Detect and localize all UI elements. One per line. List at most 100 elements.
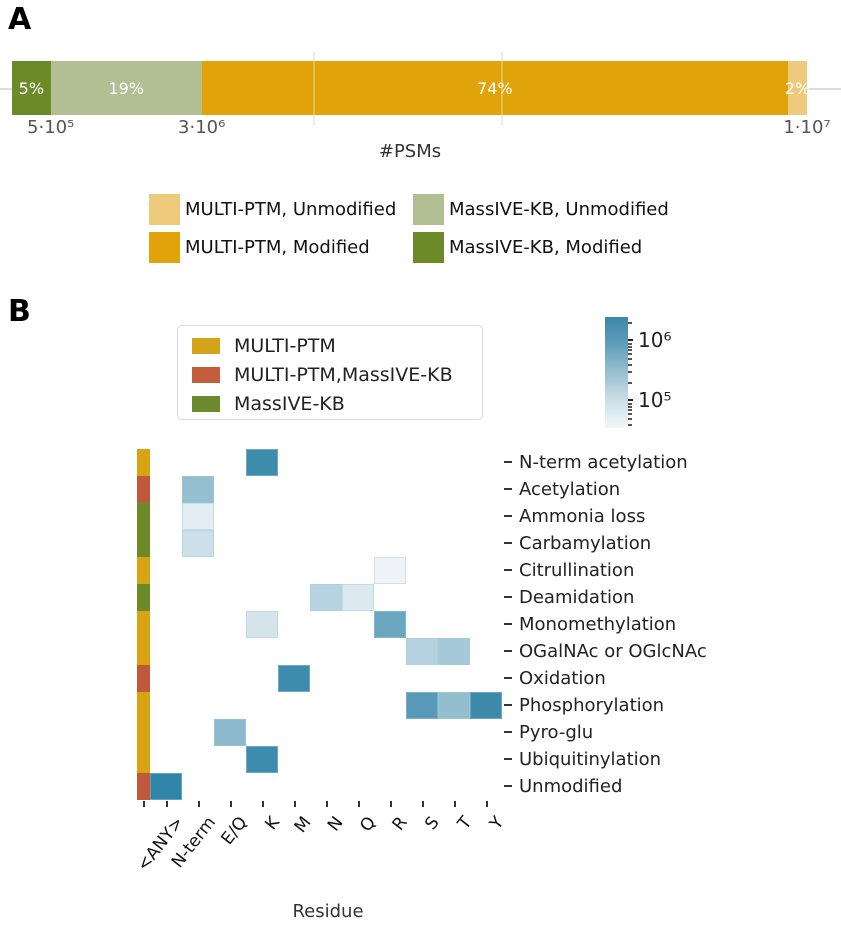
heatmap-cell <box>182 530 214 557</box>
dataset-strip-cell <box>137 449 150 476</box>
heatmap-cell <box>182 476 214 503</box>
column-tick-7 <box>390 801 392 807</box>
legend-b-label-1: MULTI-PTM,MassIVE-KB <box>234 364 453 386</box>
dataset-strip-cell <box>137 638 150 665</box>
column-tick-2 <box>230 801 232 807</box>
legend-a-swatch-2 <box>413 194 444 225</box>
dataset-strip-cell <box>137 611 150 638</box>
legend-b-row-1: MULTI-PTM,MassIVE-KB <box>192 365 468 385</box>
row-label: N-term acetylation <box>519 451 688 473</box>
colorbar-minor-tick-7 <box>628 371 632 373</box>
row-label: Carbamylation <box>519 532 652 554</box>
dataset-strip-cell <box>137 530 150 557</box>
legend-b-label-2: MassIVE-KB <box>234 393 345 415</box>
row-label: Deamidation <box>519 586 635 608</box>
bar-segment-pct-3: 2% <box>784 78 811 98</box>
dataset-strip-cell <box>137 773 150 800</box>
heatmap-cell <box>438 692 470 719</box>
dataset-strip-cell <box>137 557 150 584</box>
column-tick-10 <box>486 801 488 807</box>
bar-segment-1: 19% <box>50 61 202 115</box>
row-tick-dash <box>504 541 512 544</box>
column-tick-5 <box>326 801 328 807</box>
column-label-6: Q <box>355 813 380 836</box>
heatmap-cell <box>214 719 246 746</box>
row-tick-dash <box>504 757 512 760</box>
legend-a-label-3: MassIVE-KB, Modified <box>449 237 643 258</box>
row-tick-dash <box>504 649 512 652</box>
legend-a-swatch-1 <box>149 232 180 263</box>
dataset-strip-cell <box>137 476 150 503</box>
column-label-10: Y <box>485 813 508 834</box>
column-label-4: M <box>290 813 316 837</box>
legend-a-label-1: MULTI-PTM, Modified <box>185 237 370 258</box>
heatmap-cell <box>406 638 438 665</box>
column-tick-1 <box>198 801 200 807</box>
row-tick-dash <box>504 487 512 490</box>
gridline-a-1-overlay <box>313 61 315 115</box>
heatmap-cell <box>246 449 278 476</box>
column-label-2: E/Q <box>217 813 252 849</box>
row-tick-dash <box>504 622 512 625</box>
column-tick-6 <box>358 801 360 807</box>
axis-tick-label-a-0: 5·10⁵ <box>27 117 75 138</box>
colorbar-minor-tick-6 <box>628 364 632 366</box>
heatmap-cell <box>150 773 182 800</box>
axis-tick-label-a-1: 3·10⁶ <box>178 117 226 138</box>
legend-panel-b: MULTI-PTM MULTI-PTM,MassIVE-KB MassIVE-KB <box>177 325 483 420</box>
heatmap-cell <box>406 692 438 719</box>
heatmap-cell <box>438 638 470 665</box>
legend-b-swatch-0 <box>192 338 220 354</box>
legend-b-row-2: MassIVE-KB <box>192 394 468 414</box>
bar-segment-pct-2: 74% <box>477 78 513 98</box>
colorbar-minor-tick-3 <box>628 349 632 351</box>
colorbar-major-tick-0 <box>628 339 633 341</box>
colorbar-minor-tick-5 <box>628 358 632 360</box>
heatmap-cell <box>470 692 502 719</box>
column-tick-0 <box>166 801 168 807</box>
colorbar-minor-tick-9 <box>628 403 632 405</box>
row-tick-dash <box>504 676 512 679</box>
row-tick-dash <box>504 730 512 733</box>
colorbar-label-1e6: 10⁶ <box>638 328 672 352</box>
heatmap-cell <box>246 611 278 638</box>
dataset-strip-cell <box>137 584 150 611</box>
column-tick-3 <box>262 801 264 807</box>
colorbar-minor-tick-10 <box>628 406 632 408</box>
column-label-5: N <box>324 813 348 836</box>
heatmap-cell <box>374 557 406 584</box>
row-tick-dash <box>504 568 512 571</box>
colorbar-minor-tick-1 <box>628 343 632 345</box>
bar-segment-0: 5% <box>12 61 51 115</box>
row-label: OGalNAc or OGlcNAc <box>519 640 707 662</box>
heatmap-cell <box>246 746 278 773</box>
colorbar-minor-tick-8 <box>628 382 632 384</box>
row-tick-dash <box>504 784 512 787</box>
dataset-strip-cell <box>137 503 150 530</box>
heatmap-cell <box>278 665 310 692</box>
legend-b-swatch-1 <box>192 367 220 383</box>
legend-b-row-0: MULTI-PTM <box>192 336 468 356</box>
row-label: Phosphorylation <box>519 694 665 716</box>
legend-a-swatch-0 <box>149 194 180 225</box>
dataset-strip-cell <box>137 746 150 773</box>
bar-segment-pct-0: 5% <box>18 78 45 98</box>
axis-tick-label-a-2: 1·10⁷ <box>783 117 831 138</box>
dataset-strip-cell <box>137 692 150 719</box>
gridline-a-2-overlay <box>501 61 503 115</box>
row-tick-dash <box>504 595 512 598</box>
colorbar-minor-tick-13 <box>628 418 632 420</box>
column-label-9: T <box>453 813 476 834</box>
row-label: Pyro-glu <box>519 721 594 743</box>
dataset-strip-cell <box>137 719 150 746</box>
heatmap-cell <box>374 611 406 638</box>
heatmap-cell <box>310 584 342 611</box>
colorbar-gradient <box>605 317 628 428</box>
column-tick-4 <box>294 801 296 807</box>
colorbar-minor-tick-11 <box>628 409 632 411</box>
x-axis-title-residue: Residue <box>292 901 364 922</box>
column-label-3: K <box>261 813 284 835</box>
panel-a-letter: A <box>8 2 32 37</box>
bar-segment-pct-1: 19% <box>108 78 144 98</box>
